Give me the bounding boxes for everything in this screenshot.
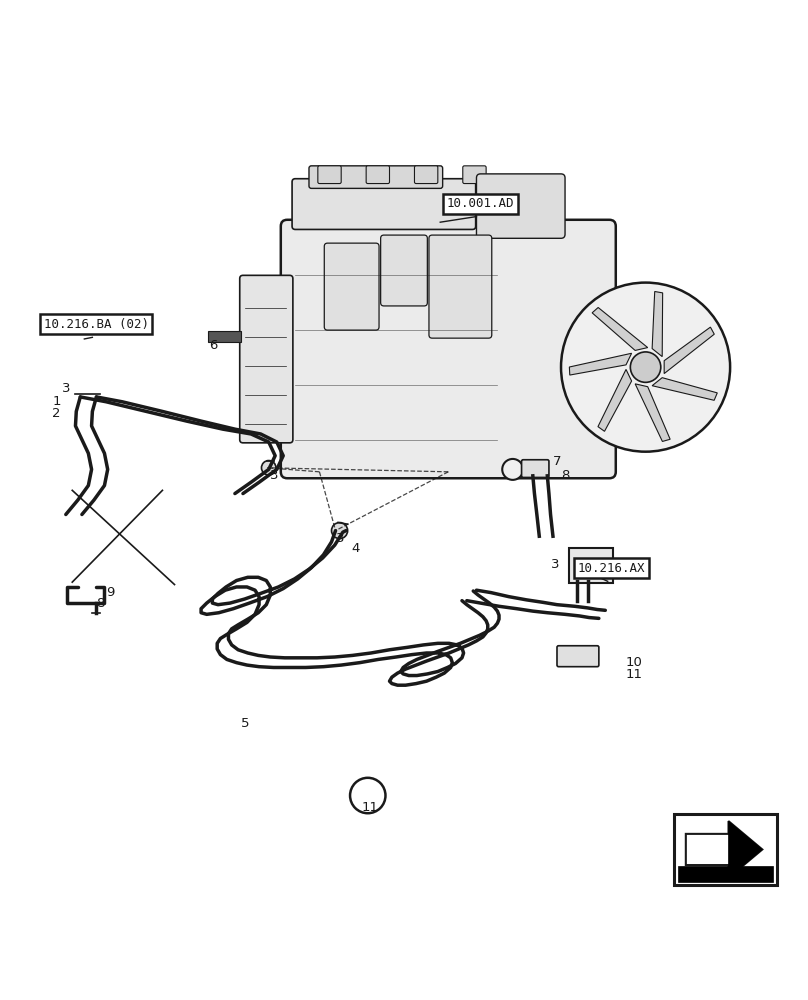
Polygon shape [635,384,670,441]
Text: 10: 10 [625,656,642,669]
Text: 7: 7 [553,455,562,468]
FancyBboxPatch shape [463,166,486,184]
FancyBboxPatch shape [429,235,492,338]
Polygon shape [592,307,648,350]
Circle shape [350,778,385,813]
Text: 1: 1 [53,395,61,408]
Bar [678,866,772,882]
Polygon shape [652,378,718,400]
Circle shape [331,523,347,539]
Text: 3: 3 [550,558,559,571]
Circle shape [503,459,523,480]
Text: 3: 3 [335,532,344,545]
Polygon shape [664,327,714,374]
FancyBboxPatch shape [521,460,549,477]
Polygon shape [652,291,663,357]
Text: 9: 9 [106,586,115,599]
FancyBboxPatch shape [208,331,241,342]
FancyBboxPatch shape [415,166,438,184]
FancyBboxPatch shape [324,243,379,330]
Text: 6: 6 [209,339,217,352]
Polygon shape [729,821,762,878]
FancyBboxPatch shape [309,166,443,188]
FancyBboxPatch shape [381,235,427,306]
FancyBboxPatch shape [318,166,341,184]
Text: 2: 2 [53,407,61,420]
Text: 8: 8 [96,597,105,610]
FancyBboxPatch shape [569,548,612,583]
FancyBboxPatch shape [292,179,476,229]
FancyBboxPatch shape [366,166,389,184]
Bar [674,814,776,885]
Polygon shape [570,353,632,375]
Text: 11: 11 [625,668,642,681]
Text: 10.001.AD: 10.001.AD [447,197,514,210]
Text: 10.216.AX: 10.216.AX [578,562,646,575]
FancyBboxPatch shape [557,646,599,667]
Text: 5: 5 [242,717,250,730]
Text: 3: 3 [61,382,70,395]
Circle shape [262,461,276,475]
Polygon shape [686,821,762,878]
FancyBboxPatch shape [240,275,292,443]
Text: 10.216.BA (02): 10.216.BA (02) [44,318,149,331]
Text: 11: 11 [361,801,378,814]
Circle shape [561,283,730,452]
Text: 8: 8 [561,469,570,482]
Circle shape [630,352,661,382]
Text: 3: 3 [270,469,278,482]
FancyBboxPatch shape [281,220,616,478]
Polygon shape [598,369,632,431]
Text: 4: 4 [351,542,360,555]
FancyBboxPatch shape [477,174,565,238]
